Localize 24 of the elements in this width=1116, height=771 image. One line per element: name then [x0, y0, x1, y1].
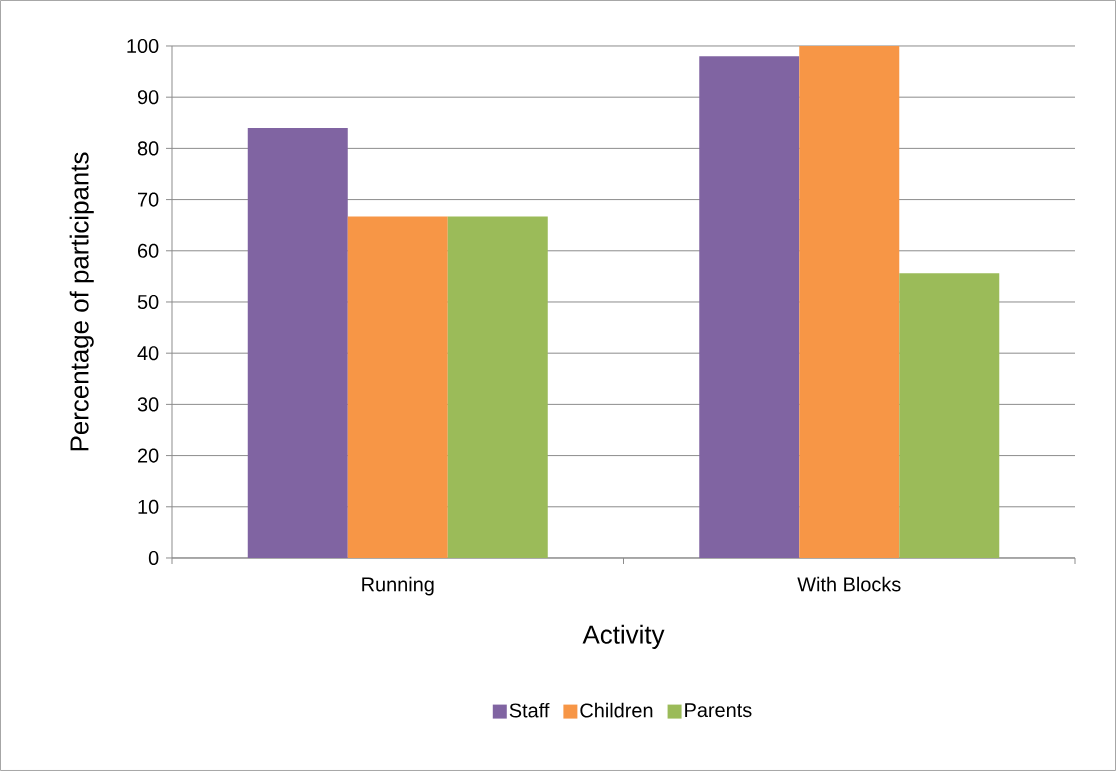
- legend-label: Parents: [685, 703, 752, 718]
- bar: [247, 127, 348, 558]
- bar: [347, 216, 448, 558]
- x-tick-label: Running: [362, 576, 434, 596]
- y-tick-label: 50: [137, 294, 159, 310]
- legend-label: Children: [580, 702, 653, 718]
- y-tick-label: 30: [137, 397, 159, 412]
- y-tick-label: 80: [137, 141, 159, 156]
- y-tick-label: 20: [138, 448, 159, 463]
- bar: [899, 273, 1000, 558]
- y-tick-label: 0: [148, 550, 159, 566]
- y-tick-label: 60: [138, 243, 159, 258]
- y-tick-label: 10: [138, 499, 159, 514]
- x-axis-title: Activity: [582, 624, 665, 649]
- legend-label: Staff: [509, 702, 550, 718]
- x-tick-label: With Blocks: [797, 576, 901, 592]
- y-tick-label: 70: [138, 192, 159, 207]
- y-axis-title: Percentage of participants: [69, 152, 94, 451]
- y-tick-label: 90: [137, 90, 159, 105]
- bar: [799, 45, 900, 558]
- bar: [699, 56, 800, 558]
- y-tick-label: 100: [127, 38, 159, 54]
- y-tick-label: 40: [137, 346, 159, 361]
- bar: [447, 216, 548, 558]
